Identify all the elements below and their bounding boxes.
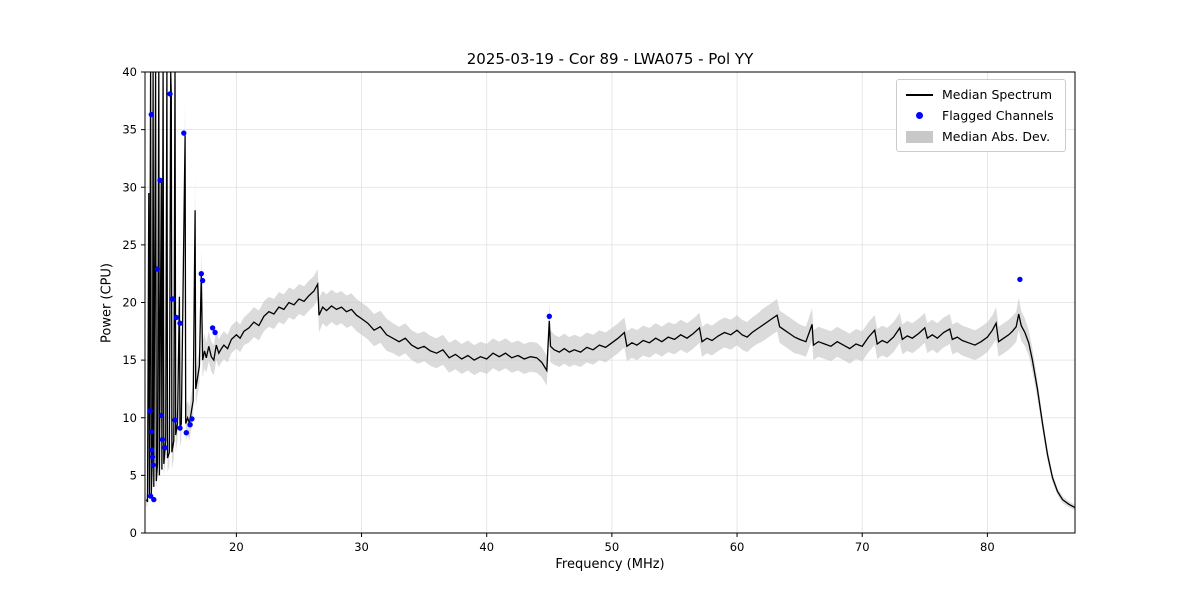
flagged-channel-dot xyxy=(187,422,193,428)
x-tick-label: 80 xyxy=(980,540,995,554)
y-tick-label: 35 xyxy=(122,123,137,137)
y-tick-label: 20 xyxy=(122,296,137,310)
legend-label-mad: Median Abs. Dev. xyxy=(942,129,1051,144)
flagged-channel-dot xyxy=(147,493,154,499)
flagged-channel-dot xyxy=(154,266,161,272)
chart-title: 2025-03-19 - Cor 89 - LWA075 - Pol YY xyxy=(466,50,754,68)
flagged-channel-dot xyxy=(181,130,187,136)
x-tick-label: 30 xyxy=(354,540,369,554)
y-tick-label: 25 xyxy=(122,238,137,252)
y-tick-label: 5 xyxy=(130,468,137,482)
legend-label-flagged-channels: Flagged Channels xyxy=(942,108,1054,123)
flagged-channel-dot xyxy=(150,462,156,468)
flagged-channel-dot xyxy=(177,425,183,431)
flagged-channel-dot xyxy=(173,314,179,321)
x-tick-label: 70 xyxy=(855,540,870,554)
flagged-channels-dot-swatch-icon xyxy=(906,112,933,119)
legend-item-mad: Median Abs. Dev. xyxy=(906,129,1054,144)
flagged-channel-dot xyxy=(169,296,176,302)
y-tick-label: 15 xyxy=(122,353,137,367)
y-tick-label: 10 xyxy=(122,411,137,425)
flagged-channel-dot xyxy=(1017,276,1023,283)
legend: Median Spectrum Flagged Channels Median … xyxy=(896,79,1066,152)
flagged-channel-dot xyxy=(151,496,157,503)
mad-band-swatch-icon xyxy=(906,130,933,143)
flagged-channel-dot xyxy=(546,313,552,319)
flagged-channel-dot xyxy=(177,320,183,326)
y-tick-label: 30 xyxy=(122,180,137,194)
x-tick-label: 20 xyxy=(229,540,244,554)
flagged-channel-dot xyxy=(149,454,156,460)
flagged-channel-dot xyxy=(158,412,164,419)
flagged-channel-dot xyxy=(148,428,154,435)
flagged-channel-dot xyxy=(148,111,154,118)
median-spectrum-line-swatch-icon xyxy=(906,93,933,96)
flagged-channel-dot xyxy=(212,329,218,336)
flagged-channel-dot xyxy=(167,91,173,97)
flagged-channel-dot xyxy=(159,436,166,443)
y-axis-label: Power (CPU) xyxy=(99,262,115,344)
y-tick-label: 0 xyxy=(130,526,137,540)
x-tick-label: 50 xyxy=(605,540,620,554)
mad-band xyxy=(146,72,1075,511)
legend-item-flagged-channels: Flagged Channels xyxy=(906,108,1054,123)
y-tick-label: 40 xyxy=(122,65,137,79)
flagged-channel-dot xyxy=(183,430,189,436)
x-tick-label: 40 xyxy=(479,540,494,554)
flagged-channel-dot xyxy=(149,447,155,453)
flagged-channel-dot xyxy=(209,325,216,331)
legend-item-median-spectrum: Median Spectrum xyxy=(906,87,1054,102)
flagged-channel-dot xyxy=(162,445,168,451)
flagged-channel-dot xyxy=(172,417,178,423)
flagged-channel-dot xyxy=(157,177,163,183)
flagged-channel-dot xyxy=(199,277,206,284)
median-spectrum-line xyxy=(145,72,1075,509)
flagged-channel-dot xyxy=(198,271,204,277)
x-axis-label: Frequency (MHz) xyxy=(555,557,665,572)
flagged-channel-dot xyxy=(147,408,153,414)
flagged-channel-dot xyxy=(189,416,195,422)
x-tick-label: 60 xyxy=(730,540,745,554)
legend-label-median-spectrum: Median Spectrum xyxy=(942,87,1053,102)
